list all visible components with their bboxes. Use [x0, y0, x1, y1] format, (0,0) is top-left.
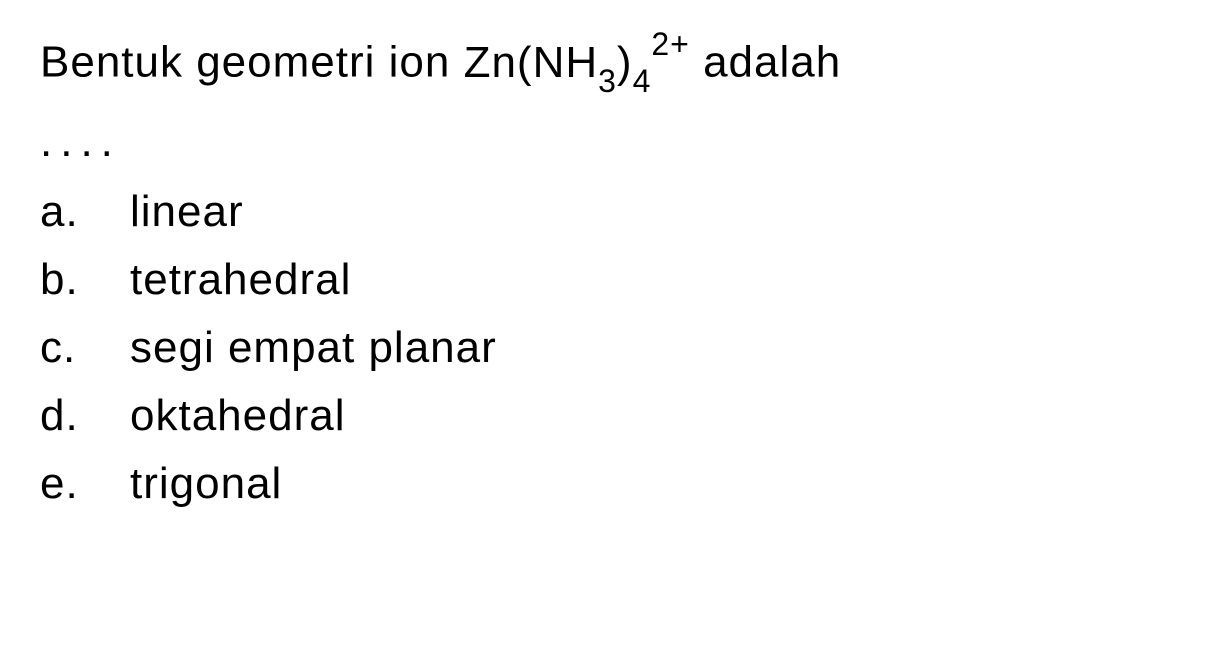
option-text: linear	[130, 187, 1185, 237]
option-d: d. oktahedral	[40, 391, 1185, 441]
formula-sup: 2+	[651, 26, 689, 62]
option-text: segi empat planar	[130, 323, 1185, 373]
option-letter: e.	[40, 459, 130, 509]
formula-main: Zn(NH	[464, 38, 599, 87]
question-text: Bentuk geometri ion Zn(NH3)42+ adalah	[40, 30, 1185, 97]
option-letter: b.	[40, 255, 130, 305]
option-a: a. linear	[40, 187, 1185, 237]
option-e: e. trigonal	[40, 459, 1185, 509]
formula-close: )	[617, 38, 633, 87]
formula-sub2: 4	[633, 63, 652, 99]
question-dots: ....	[40, 117, 1185, 167]
question-suffix: adalah	[690, 38, 841, 87]
formula-sub1: 3	[598, 63, 617, 99]
question-prefix: Bentuk geometri ion	[40, 38, 464, 87]
option-b: b. tetrahedral	[40, 255, 1185, 305]
chemical-formula: Zn(NH3)42+	[464, 38, 690, 87]
option-text: trigonal	[130, 459, 1185, 509]
option-letter: c.	[40, 323, 130, 373]
option-c: c. segi empat planar	[40, 323, 1185, 373]
options-list: a. linear b. tetrahedral c. segi empat p…	[40, 187, 1185, 509]
option-text: tetrahedral	[130, 255, 1185, 305]
option-letter: a.	[40, 187, 130, 237]
option-text: oktahedral	[130, 391, 1185, 441]
option-letter: d.	[40, 391, 130, 441]
